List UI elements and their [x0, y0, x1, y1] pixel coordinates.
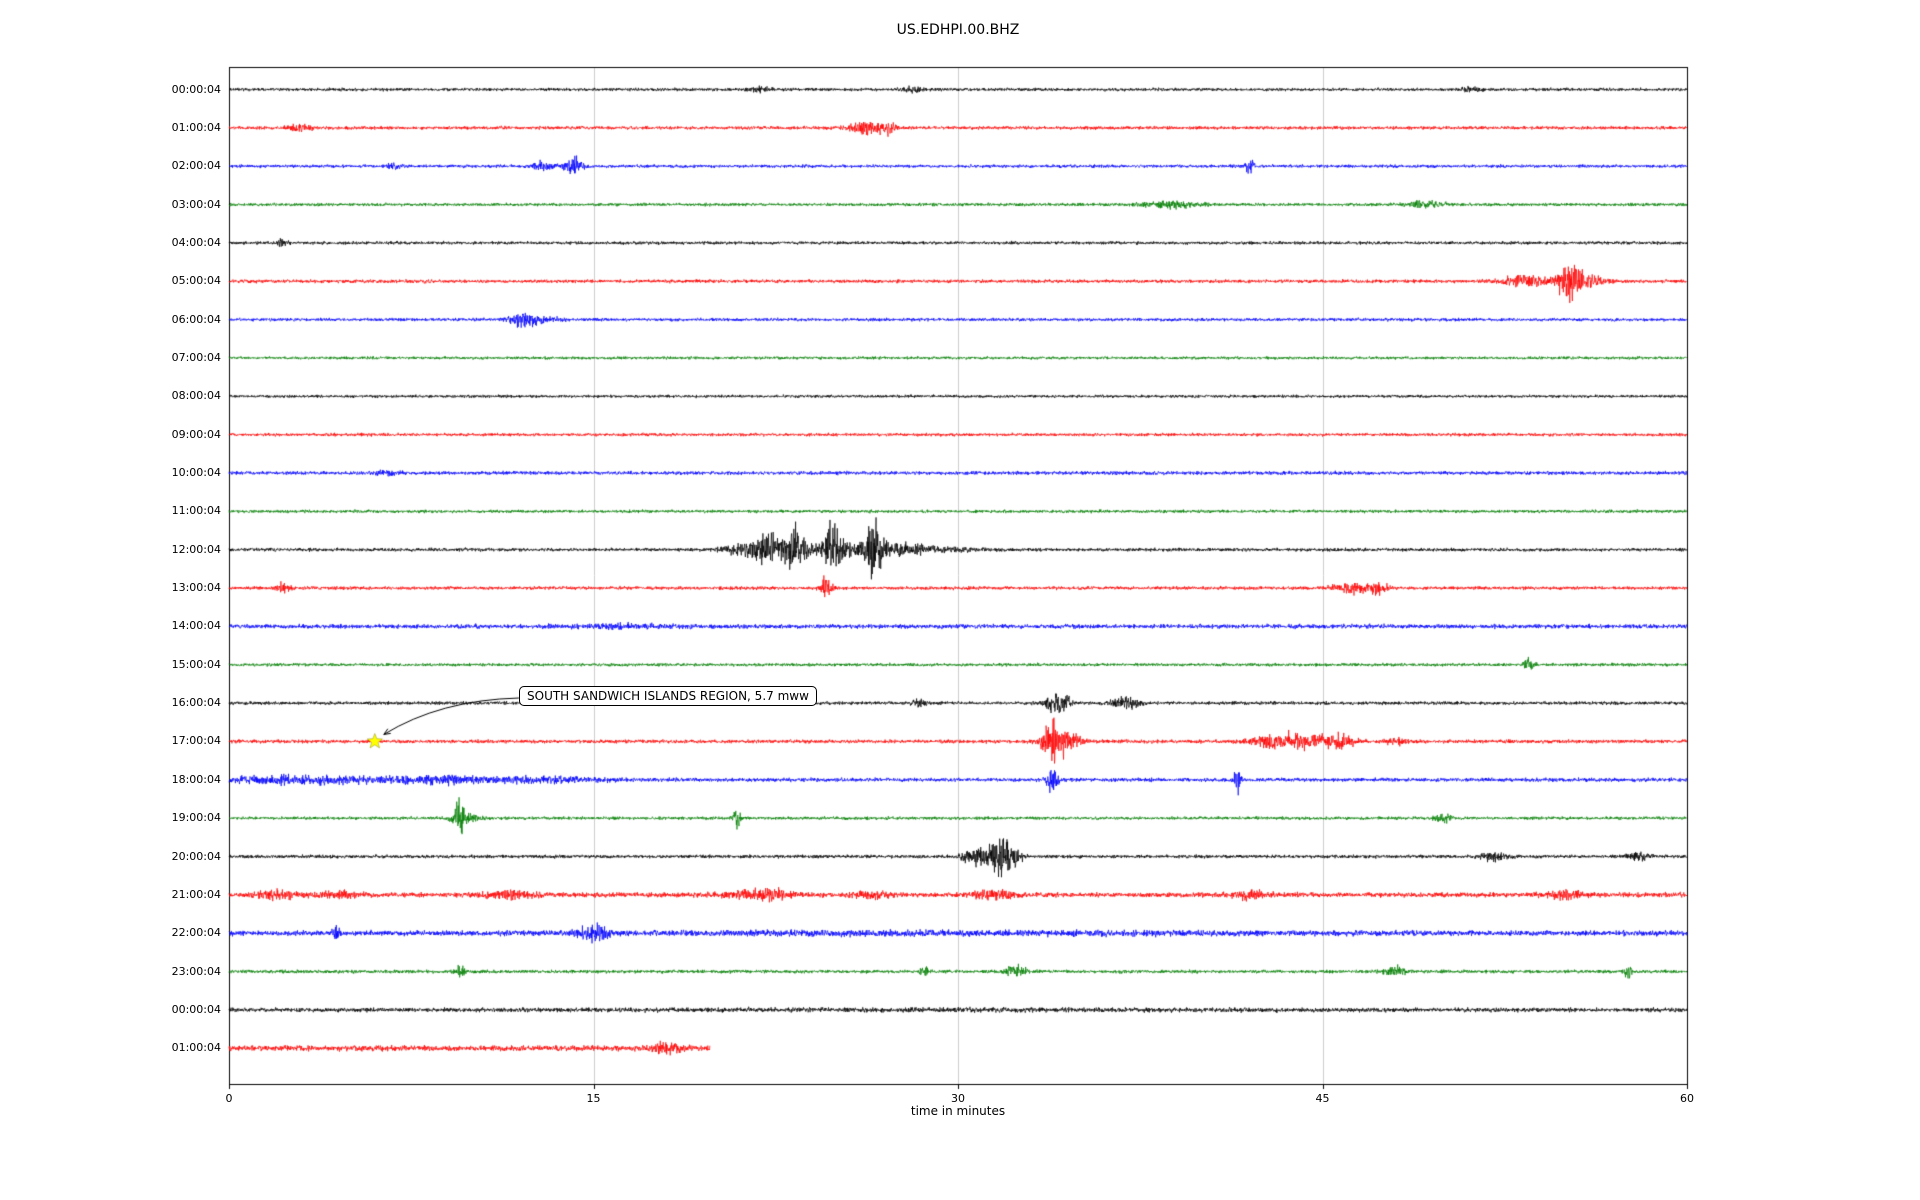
row-time-label: 00:00:04 — [171, 1002, 221, 1016]
row-time-label: 01:00:04 — [171, 120, 221, 134]
x-tick-label: 15 — [586, 1092, 601, 1105]
row-time-label: 07:00:04 — [171, 350, 221, 364]
row-time-label: 03:00:04 — [171, 197, 221, 211]
row-time-label: 18:00:04 — [171, 772, 221, 786]
row-time-label: 14:00:04 — [171, 619, 221, 633]
row-time-label: 15:00:04 — [171, 657, 221, 671]
row-time-label: 11:00:04 — [171, 504, 221, 518]
row-time-label: 12:00:04 — [171, 542, 221, 556]
row-time-label: 21:00:04 — [171, 887, 221, 901]
row-time-label: 01:00:04 — [171, 1041, 221, 1055]
row-time-label: 02:00:04 — [171, 159, 221, 173]
x-tick-label: 45 — [1315, 1092, 1330, 1105]
row-time-label: 00:00:04 — [171, 82, 221, 96]
row-time-label: 16:00:04 — [171, 696, 221, 710]
row-time-label: 05:00:04 — [171, 274, 221, 288]
row-time-label: 08:00:04 — [171, 389, 221, 403]
row-time-label: 20:00:04 — [171, 849, 221, 863]
row-time-label: 04:00:04 — [171, 235, 221, 249]
x-tick-label: 60 — [1680, 1092, 1694, 1105]
row-time-label: 19:00:04 — [171, 811, 221, 825]
row-time-label: 17:00:04 — [171, 734, 221, 748]
event-annotation: SOUTH SANDWICH ISLANDS REGION, 5.7 mww — [519, 686, 817, 706]
x-tick-label: 30 — [951, 1092, 965, 1105]
row-time-label: 06:00:04 — [171, 312, 221, 326]
x-axis-label: time in minutes — [910, 1104, 1006, 1118]
row-time-label: 10:00:04 — [171, 466, 221, 479]
row-time-label: 22:00:04 — [171, 926, 221, 940]
row-time-label: 13:00:04 — [171, 581, 221, 595]
row-time-label: 23:00:04 — [171, 964, 221, 978]
x-tick-label: 0 — [225, 1092, 233, 1105]
row-time-label: 09:00:04 — [171, 427, 221, 441]
